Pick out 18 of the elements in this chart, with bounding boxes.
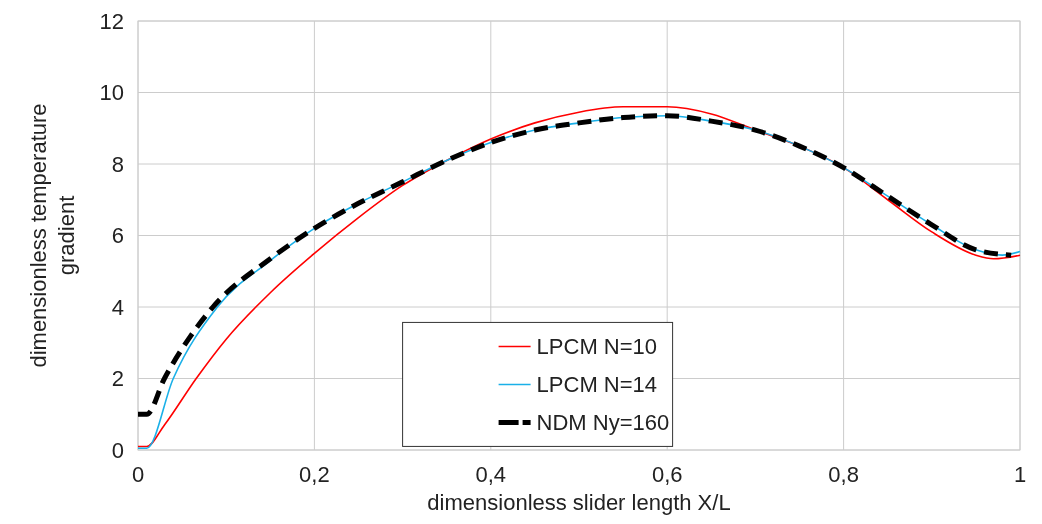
- x-tick-label: 0,2: [299, 462, 330, 487]
- x-tick-label: 1: [1013, 462, 1027, 487]
- legend-label: LPCM N=14: [536, 372, 658, 398]
- y-tick-label: 12: [99, 8, 124, 34]
- x-tick-label: 0,6: [651, 462, 683, 487]
- legend-label: NDM Ny=160: [536, 410, 670, 436]
- x-tick-label: 0: [131, 462, 145, 487]
- y-tick-label: 8: [111, 151, 124, 177]
- y-tick-label: 2: [111, 366, 124, 392]
- y-tick-label: 4: [111, 294, 124, 320]
- x-tick-label: 0,4: [475, 462, 507, 487]
- x-axis-title: dimensionless slider length X/L: [427, 490, 731, 515]
- y-axis-title: dimensionless temperature gradient: [26, 103, 79, 368]
- x-tick-label: 0,8: [828, 462, 859, 487]
- y-tick-label: 10: [99, 80, 124, 106]
- y-tick-label: 6: [111, 223, 124, 249]
- y-tick-label: 0: [111, 437, 124, 463]
- legend-label: LPCM N=10: [536, 334, 658, 360]
